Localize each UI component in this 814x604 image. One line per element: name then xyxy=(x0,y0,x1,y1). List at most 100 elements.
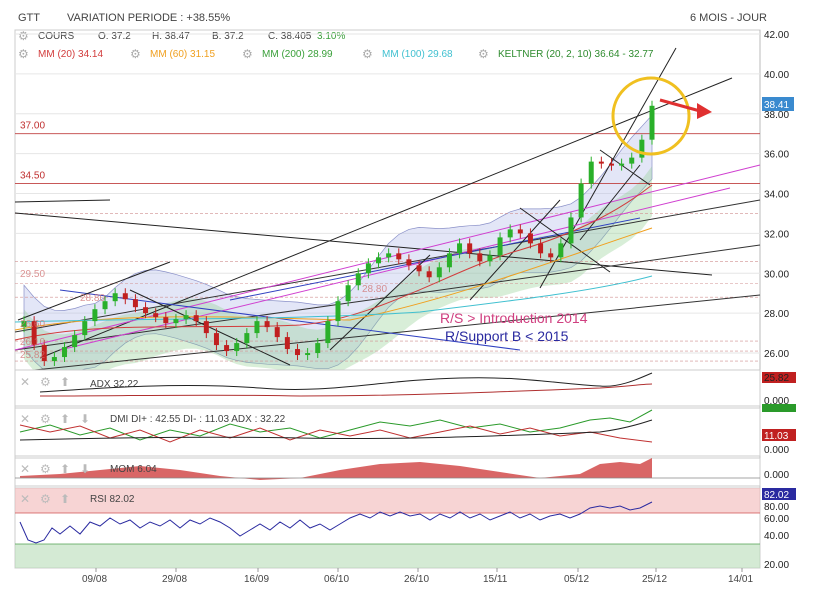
faded-level-label: 28.80 xyxy=(80,293,105,304)
arrow-up-icon[interactable]: ⬆ xyxy=(60,492,70,506)
faded-level-label: 29.50 xyxy=(20,269,45,280)
price-tick-label: 26.00 xyxy=(764,349,789,360)
close-icon[interactable]: ✕ xyxy=(20,462,30,476)
level-lines: 37.00 34.50 xyxy=(15,121,760,362)
period-label[interactable]: 6 MOIS - JOUR xyxy=(690,12,767,24)
x-tick-label: 26/10 xyxy=(404,574,429,585)
adx-axis-value: 25.82 xyxy=(764,373,789,384)
arrow-shaft xyxy=(659,98,701,113)
candle-body xyxy=(132,299,138,308)
candle-body xyxy=(477,253,483,262)
gear-icon[interactable]: ⚙ xyxy=(40,375,51,389)
price-tick-label: 34.00 xyxy=(764,190,789,201)
arrow-down-icon[interactable]: ⬇ xyxy=(80,462,90,476)
rsi-axis-value: 82.02 xyxy=(764,490,789,501)
rsi-tick-20: 20.00 xyxy=(764,560,789,571)
arrow-down-icon[interactable]: ⬇ xyxy=(80,412,90,426)
candle-body xyxy=(82,321,88,336)
arrow-up-icon[interactable]: ⬆ xyxy=(60,462,70,476)
rsi-tick-80: 80.00 xyxy=(764,502,789,513)
price-tick-label: 38.00 xyxy=(764,110,789,121)
x-tick-label: 09/08 xyxy=(82,574,107,585)
quote-bar: ⚙ COURS O: 37.2 H: 38.47 B: 37.2 C: 38.4… xyxy=(18,29,345,43)
trend-line xyxy=(129,289,291,366)
mm60-label: MM (60) 31.15 xyxy=(150,49,215,60)
gear-icon[interactable]: ⚙ xyxy=(130,47,141,61)
arrow-up-icon[interactable]: ⬆ xyxy=(60,375,70,389)
candle-body xyxy=(487,255,493,262)
candlesticks xyxy=(21,100,655,367)
dmi-zero: 0.000 xyxy=(764,445,789,456)
candle-body xyxy=(578,183,584,218)
faded-level-label: 26.10 xyxy=(20,337,45,348)
close-icon[interactable]: ✕ xyxy=(20,375,30,389)
rsi-tick-60: 60.00 xyxy=(764,514,789,525)
gear-icon[interactable]: ⚙ xyxy=(18,47,29,61)
rsi-oversold-zone xyxy=(15,544,760,568)
trend-line xyxy=(599,149,651,186)
candle-body xyxy=(538,243,544,254)
mom-label: MOM 6.04 xyxy=(110,464,157,475)
trend-line xyxy=(519,207,611,273)
candle-body xyxy=(102,301,108,310)
quote-label: COURS xyxy=(38,31,74,42)
keltner-band xyxy=(23,114,653,375)
gear-icon[interactable]: ⚙ xyxy=(18,29,29,43)
candle-body xyxy=(234,343,240,352)
candle-body xyxy=(426,271,432,278)
gear-icon[interactable]: ⚙ xyxy=(362,47,373,61)
x-tick-label: 05/12 xyxy=(564,574,589,585)
mom-zero: 0.000 xyxy=(764,470,789,481)
candle-body xyxy=(163,317,169,324)
trend-line xyxy=(14,199,111,203)
trend-line xyxy=(14,212,713,276)
faded-level-label: 28.80 xyxy=(362,284,387,295)
level-label: 37.00 xyxy=(20,121,45,132)
adx-panel-frame xyxy=(14,369,761,407)
arrow-head xyxy=(697,103,712,119)
quote-change: 3.10% xyxy=(317,31,345,42)
candle-body xyxy=(31,321,37,346)
candle-body xyxy=(436,267,442,278)
price-tick-label: 30.00 xyxy=(764,269,789,280)
close-icon[interactable]: ✕ xyxy=(20,492,30,506)
candle-body xyxy=(467,243,473,254)
candle-body xyxy=(21,321,27,328)
candle-body xyxy=(213,333,219,346)
price-tick-label: 42.00 xyxy=(764,30,789,41)
candle-body xyxy=(92,309,98,322)
candle-body xyxy=(325,321,331,344)
candle-body xyxy=(406,259,412,266)
adx-line xyxy=(39,372,653,393)
candle-body xyxy=(517,229,523,234)
adx-zero: 0.000 xyxy=(764,396,789,407)
price-tick-label: 40.00 xyxy=(764,70,789,81)
trend-line xyxy=(329,254,431,351)
rsi-line xyxy=(19,501,653,544)
gear-icon[interactable]: ⚙ xyxy=(40,412,51,426)
candle-body xyxy=(183,315,189,320)
rsi-panel: ✕ ⚙ ⬆ RSI 82.02 82.02 80.00 60.00 40.00 … xyxy=(14,487,796,571)
candle-body xyxy=(446,253,452,268)
candle-body xyxy=(639,139,645,158)
adx-panel: ✕ ⚙ ⬆ ADX 32.22 25.82 0.000 xyxy=(14,369,796,407)
mm60-line xyxy=(14,227,653,331)
candle-body xyxy=(558,243,564,258)
gear-icon[interactable]: ⚙ xyxy=(242,47,253,61)
candle-body xyxy=(51,357,57,362)
gear-icon[interactable]: ⚙ xyxy=(40,492,51,506)
candle-body xyxy=(153,313,159,318)
mm200-label: MM (200) 28.99 xyxy=(262,49,333,60)
candle-body xyxy=(62,347,68,358)
annotation-line-1: R/S > Introduction 2014 xyxy=(440,310,588,326)
candle-body xyxy=(203,321,209,334)
dmi-panel: ✕ ⚙ ⬆ ⬇ DMI DI+ : 42.55 DI- : 11.03 ADX … xyxy=(14,404,796,457)
close-icon[interactable]: ✕ xyxy=(20,412,30,426)
dmi-plus-badge xyxy=(762,404,796,412)
arrow-up-icon[interactable]: ⬆ xyxy=(60,412,70,426)
candle-body xyxy=(386,253,392,258)
quote-high: H: 38.47 xyxy=(152,31,190,42)
gear-icon[interactable]: ⚙ xyxy=(40,462,51,476)
gear-icon[interactable]: ⚙ xyxy=(478,47,489,61)
